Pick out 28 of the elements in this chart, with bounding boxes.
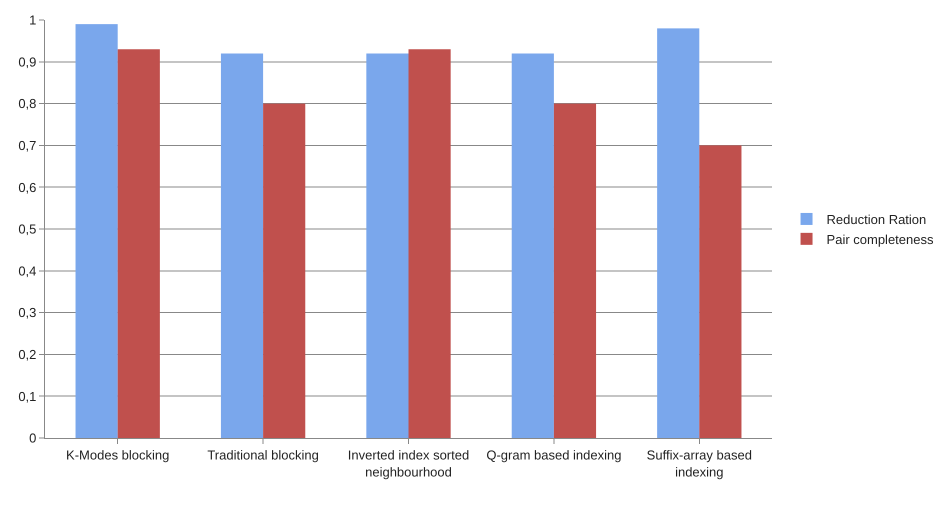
x-tick-label: Q-gram based indexing [486, 448, 622, 463]
y-tick-label: 0,4 [18, 263, 36, 278]
bar [657, 28, 700, 438]
bar [408, 49, 451, 438]
bar [554, 104, 596, 438]
bar [699, 145, 742, 438]
x-tick-label: Inverted index sorted neighbourhood [348, 448, 470, 480]
legend-label: Reduction Ration [826, 212, 926, 228]
bar [76, 24, 118, 438]
y-tick-label: 0,6 [18, 180, 36, 195]
bar [220, 53, 264, 438]
y-tick-label: 0,5 [18, 222, 36, 237]
bar [118, 49, 160, 438]
x-tick-label: K-Modes blocking [66, 448, 170, 463]
y-tick-label: 0,2 [18, 346, 36, 362]
y-tick-label: 0,7 [18, 138, 36, 153]
y-tick-label: 0,3 [18, 305, 36, 320]
bar [263, 104, 306, 438]
bar [366, 53, 408, 438]
y-tick-label: 0,1 [18, 388, 36, 404]
y-tick-label: 0,9 [18, 54, 36, 70]
x-tick-label: Traditional blocking [207, 448, 319, 463]
bar [512, 53, 554, 438]
y-tick-label: 0 [29, 430, 36, 446]
legend-label: Pair completeness [826, 232, 934, 247]
x-tick-label: Suffix-array based indexing [646, 448, 752, 480]
y-tick-label: 0,8 [18, 96, 36, 112]
y-tick-label: 1 [29, 12, 36, 28]
